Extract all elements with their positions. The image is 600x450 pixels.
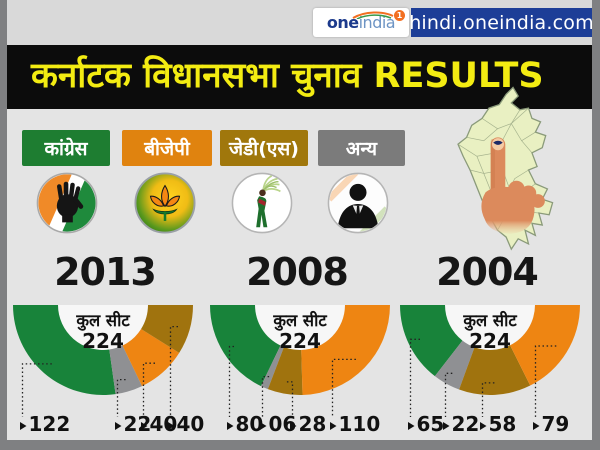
voting-hand-icon [481, 137, 545, 234]
results-charts: 2013 122 22 40 40 कुल सीट 224 2008 80 06 28 110 क… [7, 250, 592, 440]
segment-jds [267, 347, 303, 395]
page-title: कर्नाटक विधानसभा चुनाव RESULTS [31, 56, 544, 96]
congress-hand-icon [36, 172, 98, 234]
chart-year-2004: 2004 [436, 250, 539, 294]
seat-count-label: 79 [542, 412, 570, 436]
seat-count-label: 122 [29, 412, 71, 436]
chart-year-2008: 2008 [246, 250, 349, 294]
logo-badge-icon: 1 [394, 10, 405, 21]
seat-count-label: 80 [236, 412, 264, 436]
segment-congress [13, 305, 116, 395]
legend-box-bjp: बीजेपी [122, 130, 212, 166]
legend: कांग्रेस बीजेपी जेडी(एस) अन्य [7, 128, 437, 243]
segment-others [260, 345, 284, 390]
karnataka-map [443, 84, 565, 256]
segment-bjp [301, 305, 390, 395]
chart-panel-2008: 2008 80 06 28 110 कुल सीट 224 [199, 250, 395, 440]
oneindia-logo: one india 1 [313, 8, 409, 37]
segment-bjp [510, 305, 580, 386]
seat-count-label: 22 [124, 412, 152, 436]
segment-congress [400, 305, 463, 377]
logo-text-india: india [358, 13, 396, 32]
karnataka-map-svg [457, 86, 554, 251]
segment-jds [459, 345, 531, 395]
seat-count-label: 22 [452, 412, 480, 436]
segment-congress [210, 305, 281, 387]
seat-count-label: 110 [339, 412, 381, 436]
segment-bjp [122, 328, 180, 387]
seat-count-label: 28 [299, 412, 327, 436]
legend-box-jds: जेडी(एस) [220, 130, 308, 166]
legend-box-congress: कांग्रेस [22, 130, 110, 166]
segment-others [434, 340, 475, 390]
total-seats-caption: कुल सीट [462, 310, 517, 331]
jds-farm-woman-icon [231, 172, 293, 234]
chart-year-2013: 2013 [54, 250, 157, 294]
infographic-content: one india 1 hindi.oneindia.com कर्नाटक वि… [7, 0, 592, 440]
logo-text-one: one [326, 13, 359, 32]
total-seats-value: 224 [82, 329, 124, 353]
seat-count-label: 58 [489, 412, 517, 436]
person-silhouette-icon [327, 172, 389, 234]
bjp-lotus-icon [134, 172, 196, 234]
tricolor-swoosh-icon [352, 11, 394, 19]
segment-jds [141, 305, 193, 353]
total-seats-value: 224 [469, 329, 511, 353]
seat-count-label: 40 [150, 412, 178, 436]
top-bar: one india 1 hindi.oneindia.com [7, 0, 592, 45]
chart-panel-2013: 2013 122 22 40 40 कुल सीट 224 [7, 250, 205, 440]
total-seats-value: 224 [279, 329, 321, 353]
title-banner: कर्नाटक विधानसभा चुनाव RESULTS [7, 45, 592, 109]
seat-count-label: 65 [417, 412, 445, 436]
total-seats-caption: कुल सीट [75, 310, 130, 331]
seat-count-label: 40 [177, 412, 205, 436]
ink-mark-icon [493, 140, 503, 145]
site-url-badge: hindi.oneindia.com [409, 8, 592, 37]
segment-others [109, 345, 143, 395]
chart-panel-2004: 2004 65 22 58 79 कुल सीट 224 [389, 250, 585, 440]
total-seats-caption: कुल सीट [272, 310, 327, 331]
legend-box-others: अन्य [318, 130, 405, 166]
